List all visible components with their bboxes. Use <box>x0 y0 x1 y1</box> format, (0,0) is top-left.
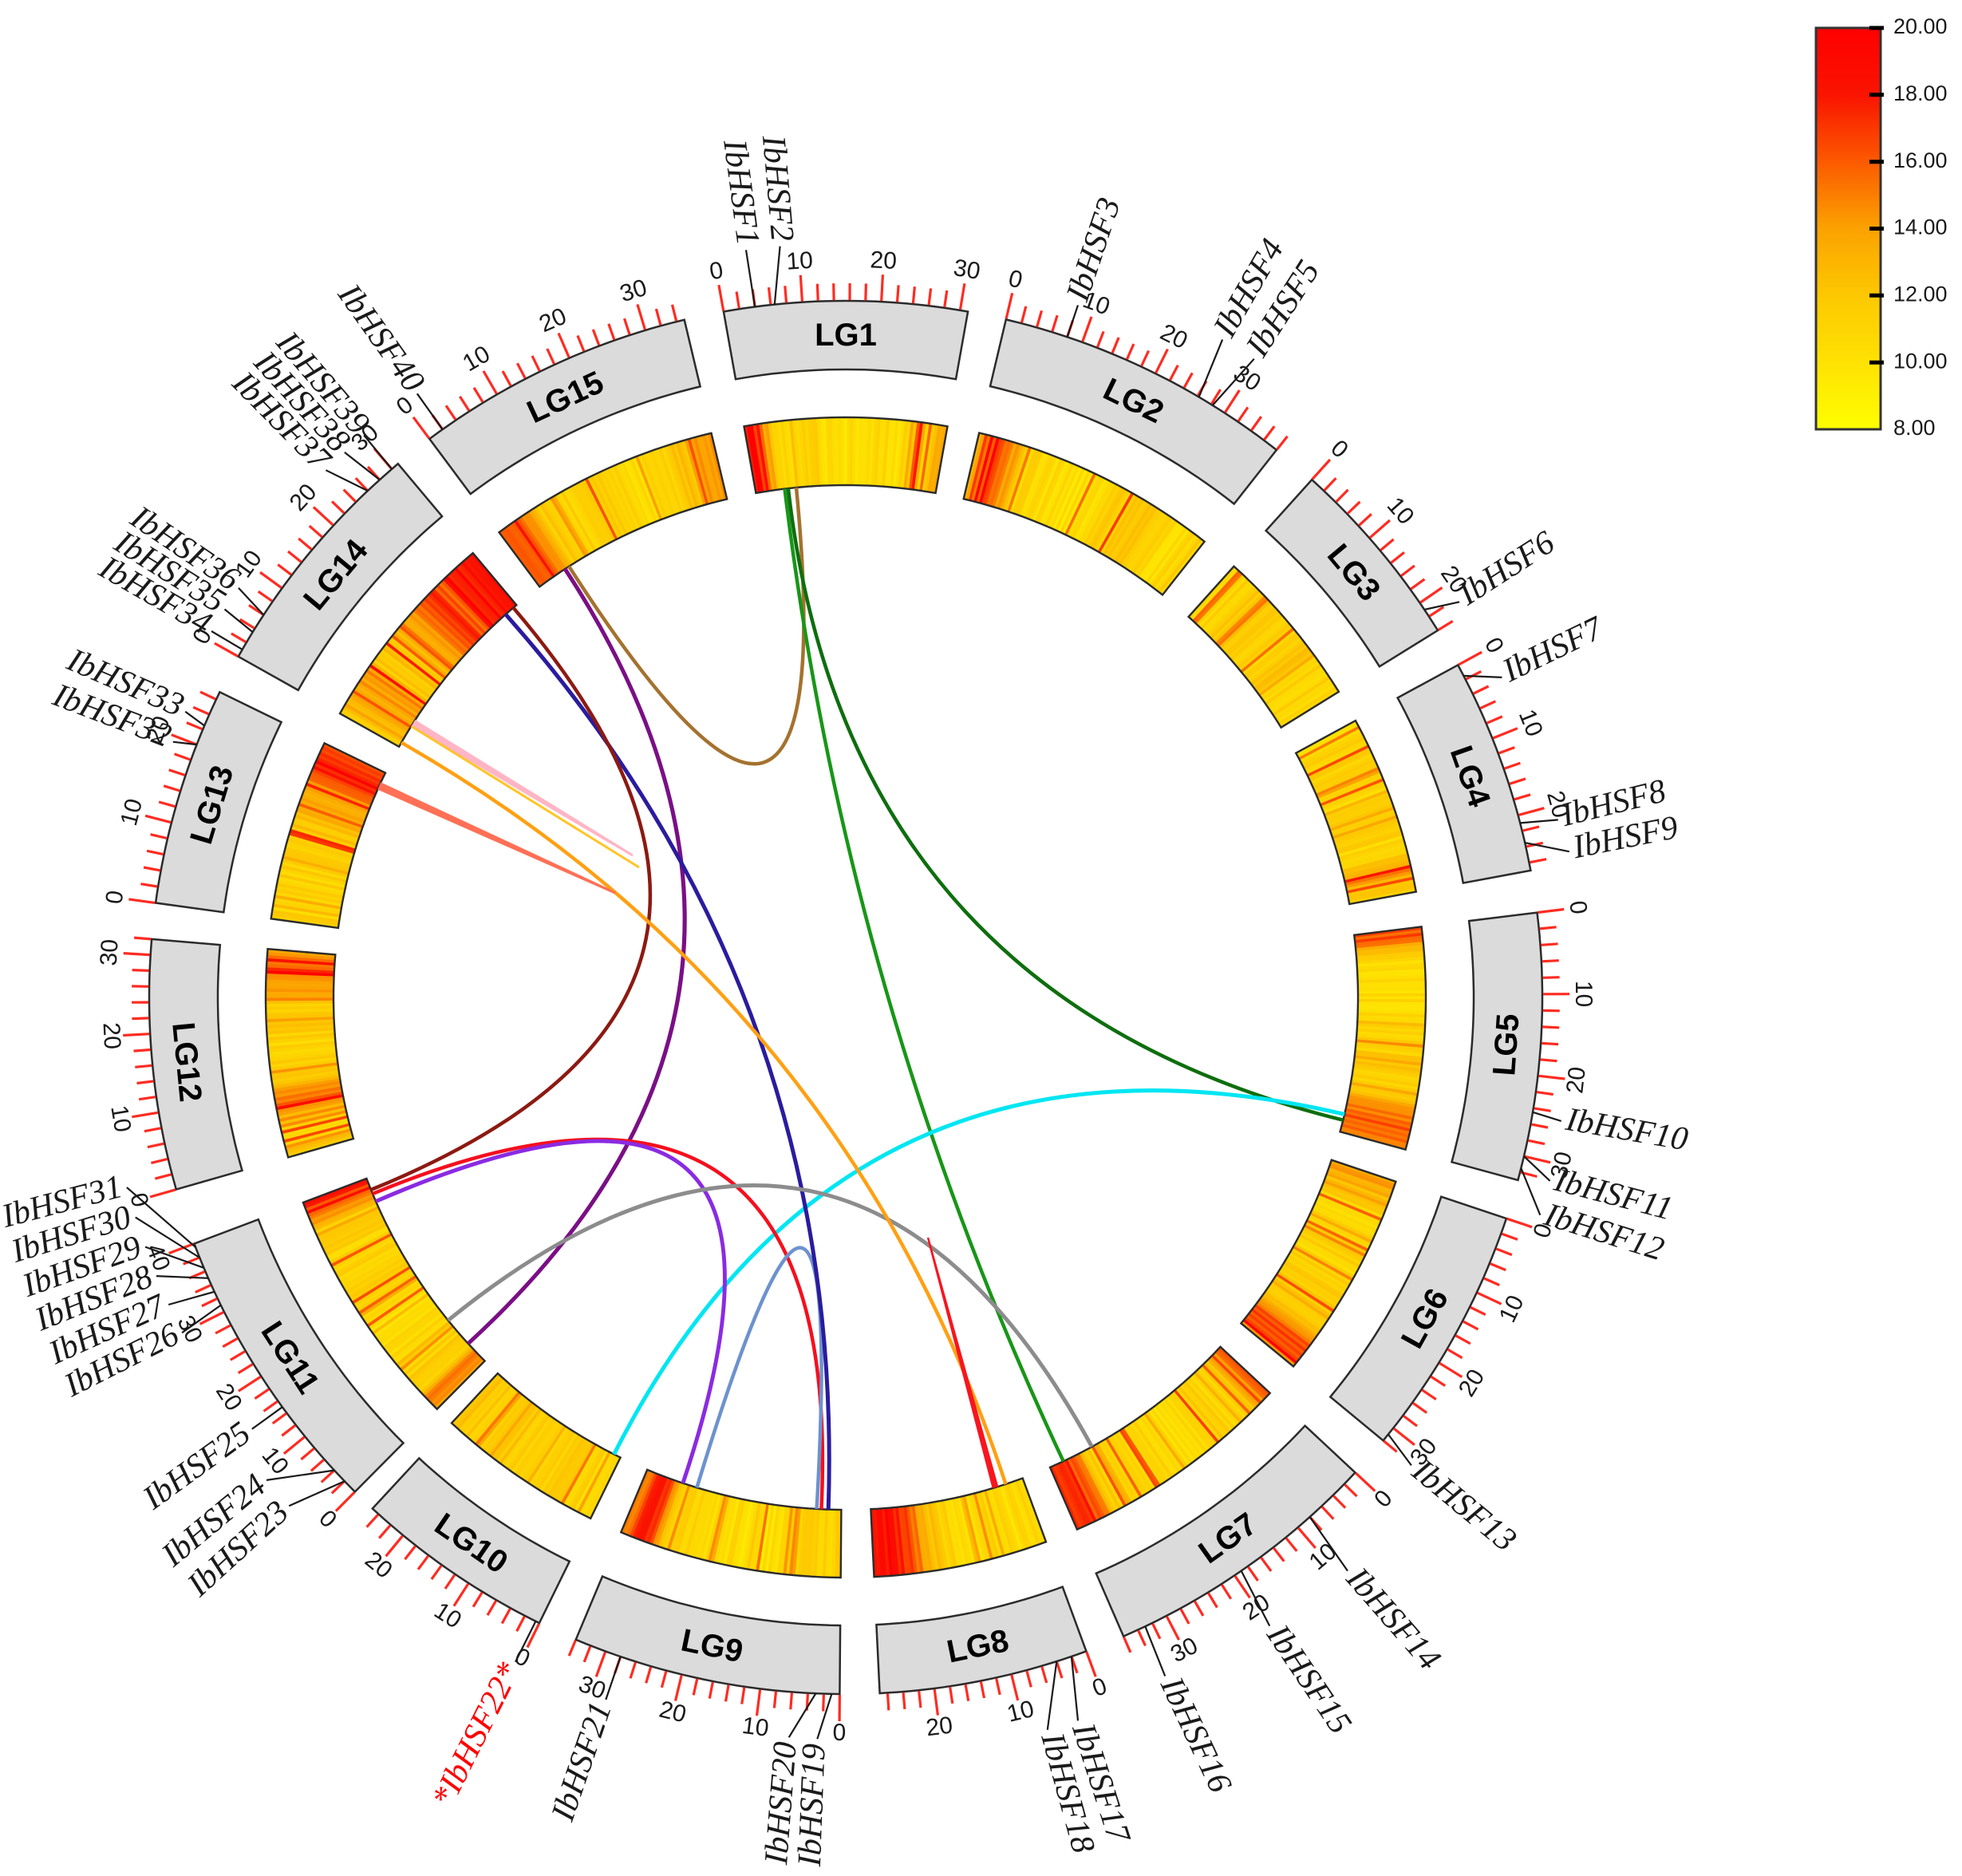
svg-text:30: 30 <box>952 255 982 285</box>
svg-text:20: 20 <box>1561 1065 1591 1095</box>
svg-text:20: 20 <box>870 247 898 274</box>
svg-text:8.00: 8.00 <box>1893 416 1936 440</box>
svg-text:18.00: 18.00 <box>1893 81 1948 105</box>
svg-text:30: 30 <box>96 938 124 966</box>
svg-text:16.00: 16.00 <box>1893 148 1948 172</box>
svg-text:10: 10 <box>740 1712 770 1742</box>
svg-text:0: 0 <box>832 1720 846 1746</box>
svg-text:20.00: 20.00 <box>1893 14 1948 38</box>
svg-text:10: 10 <box>786 247 814 275</box>
svg-text:12.00: 12.00 <box>1893 282 1948 306</box>
svg-text:LG1: LG1 <box>815 318 877 353</box>
svg-text:20: 20 <box>925 1712 954 1741</box>
svg-text:10: 10 <box>1570 981 1597 1008</box>
svg-text:LG5: LG5 <box>1486 1013 1526 1077</box>
svg-text:10: 10 <box>105 1104 136 1134</box>
svg-text:10.00: 10.00 <box>1893 349 1948 373</box>
svg-text:20: 20 <box>98 1022 126 1050</box>
svg-text:14.00: 14.00 <box>1893 215 1948 239</box>
